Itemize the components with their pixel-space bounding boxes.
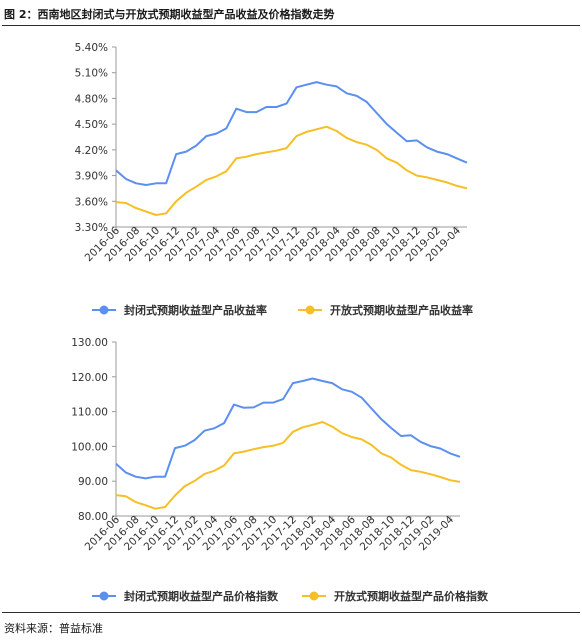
legend-marker [99, 591, 109, 601]
y-tick-label: 90.00 [78, 476, 108, 488]
y-tick-label: 120.00 [71, 372, 108, 384]
y-tick-label: 100.00 [71, 441, 108, 453]
series-line-closed [115, 81, 468, 186]
y-tick-label: 80.00 [78, 511, 108, 523]
legend-label: 封闭式预期收益型产品收益率 [124, 303, 267, 317]
y-tick-label: 4.20% [75, 145, 108, 157]
y-tick-label: 110.00 [71, 407, 108, 419]
y-tick-label: 3.30% [75, 222, 108, 234]
top-rule [2, 25, 580, 26]
series-line-open [115, 125, 468, 216]
y-tick-label: 4.50% [75, 119, 108, 131]
y-tick-label: 5.10% [75, 68, 108, 80]
y-tick-label: 5.40% [75, 42, 108, 54]
y-tick-label: 130.00 [71, 337, 108, 349]
figure-title: 图 2：西南地区封闭式与开放式预期收益型产品收益及价格指数走势 [4, 8, 335, 21]
legend-label: 封闭式预期收益型产品价格指数 [124, 589, 279, 603]
legend-marker [309, 591, 319, 601]
legend-marker [305, 305, 315, 315]
yield-chart: 3.30% 3.60% 3.90% 4.20% 4.50% 4.80% 5.10% 5.40%… [75, 42, 473, 317]
legend-label: 开放式预期收益型产品价格指数 [334, 589, 489, 603]
bottom-rule [2, 612, 580, 613]
y-tick-label: 3.60% [75, 196, 108, 208]
legend-marker [99, 305, 109, 315]
series-line-closed [115, 377, 461, 480]
series-line-open [115, 421, 461, 510]
price-index-chart: 80.0090.00100.00110.00120.00130.002016-0… [71, 337, 489, 603]
source-note: 资料来源：普益标准 [4, 622, 103, 635]
y-tick-label: 4.80% [75, 93, 108, 105]
legend-label: 开放式预期收益型产品收益率 [330, 303, 473, 317]
y-tick-label: 3.90% [75, 171, 108, 183]
